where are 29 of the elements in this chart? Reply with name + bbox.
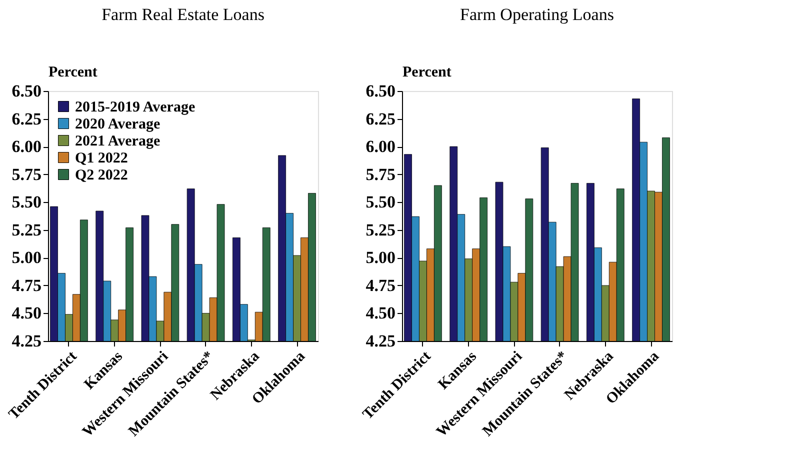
legend-label: 2021 Average (75, 134, 160, 150)
y-tick-label: 6.50 (366, 82, 396, 100)
y-tick-label: 5.75 (12, 164, 42, 184)
y-tick-label: 4.25 (366, 332, 396, 350)
y-tick-label: 5.50 (366, 192, 396, 212)
y-tick-label: 6.25 (12, 109, 42, 128)
y-tick-label: 4.75 (12, 276, 42, 295)
y-tick-label: 6.00 (12, 137, 42, 156)
y-tick-label: 4.75 (366, 276, 396, 295)
y-tick-label: 4.50 (366, 304, 396, 323)
y-axis-title: Percent (402, 64, 452, 80)
y-tick-label: 5.50 (12, 192, 42, 212)
chart-title: Farm Operating Loans (460, 5, 614, 24)
legend-label: 2015-2019 Average (75, 100, 196, 116)
y-tick-label: 6.00 (366, 137, 396, 156)
y-tick-label: 4.25 (12, 332, 42, 350)
chart-title: Farm Real Estate Loans (102, 5, 264, 24)
y-tick-label: 6.25 (366, 109, 396, 128)
y-tick-label: 5.00 (366, 248, 396, 268)
legend-label: Q2 2022 (75, 168, 128, 184)
y-tick-label: 5.25 (12, 220, 42, 240)
y-tick-label: 6.50 (12, 82, 42, 100)
legend-label: Q1 2022 (75, 150, 128, 166)
y-tick-label: 5.75 (366, 164, 396, 184)
y-axis-title: Percent (48, 64, 98, 80)
y-tick-label: 4.50 (12, 304, 42, 323)
y-tick-label: 5.25 (366, 220, 396, 240)
y-tick-label: 5.00 (12, 248, 42, 268)
legend-label: 2020 Average (75, 116, 160, 132)
